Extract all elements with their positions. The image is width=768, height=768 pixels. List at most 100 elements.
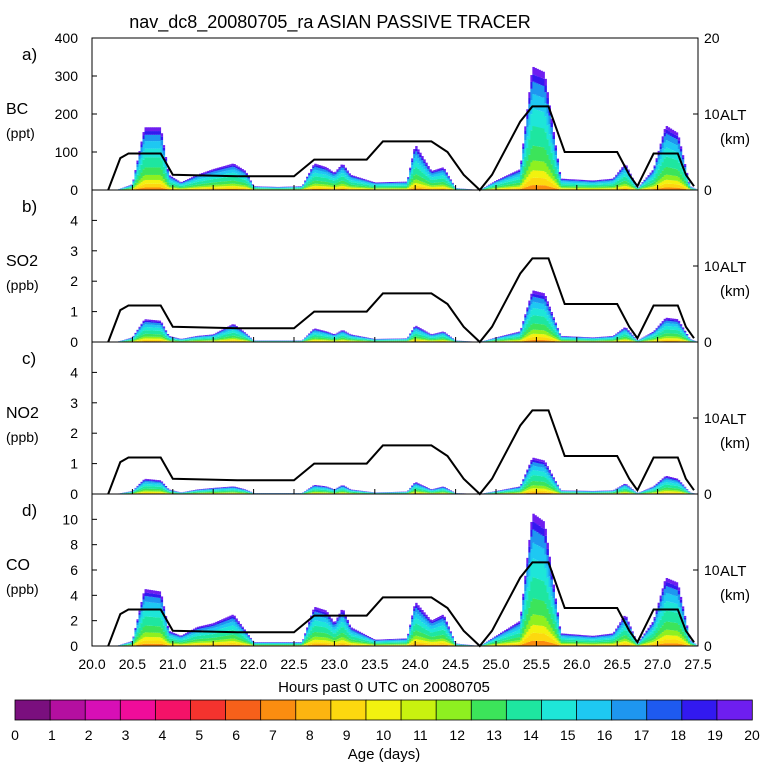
tracer-column-segment [538,69,541,78]
tracer-column-segment [334,172,337,174]
tracer-column-segment [334,183,337,186]
tracer-column-segment [514,177,517,181]
tracer-column-segment [524,183,527,188]
tracer-column-segment [215,187,218,190]
tracer-column-segment [520,170,523,175]
tracer-column-segment [328,171,331,174]
tracer-column-segment [338,335,341,337]
tracer-column-segment [152,127,156,132]
tracer-column-segment [675,184,679,188]
tracer-column-segment [338,169,341,173]
tracer-column-segment [554,185,557,189]
tracer-column-segment [312,173,315,178]
tracer-column-segment [207,183,210,186]
tracer-column-segment [152,334,156,337]
tracer-column-segment [346,339,349,341]
tracer-column-segment [304,187,307,189]
tracer-column-segment [382,184,386,186]
tracer-column-segment [324,340,327,341]
tracer-column-segment [160,331,164,336]
tracer-column-segment [332,176,335,179]
tracer-column-segment [354,176,358,178]
tracer-column-segment [417,168,420,176]
tracer-column-segment [312,187,315,190]
tracer-column-segment [411,334,414,336]
tracer-column-segment [243,177,246,180]
tracer-column-segment [312,337,315,339]
tracer-column-segment [362,340,366,341]
tracer-column-segment [516,171,519,173]
tracer-column-segment [409,334,412,336]
tracer-column-segment [407,181,410,184]
tracer-column-segment [437,173,440,176]
tracer-column-segment [407,187,410,189]
tracer-column-segment [160,145,164,153]
tracer-column-segment [419,170,422,177]
tracer-column-segment [306,178,309,180]
tracer-column-segment [134,179,137,183]
tracer-column-segment [544,149,547,164]
tracer-column-segment [241,340,244,341]
tracer-column-segment [152,187,156,190]
tracer-column-segment [164,331,168,333]
tracer-column-segment [419,328,422,329]
tracer-column-segment [199,173,202,175]
tracer-column-segment [504,185,507,187]
tracer-column-segment [520,188,523,190]
tracer-column-segment [370,183,374,185]
tracer-column-segment [170,187,174,189]
tracer-column-segment [346,332,349,334]
tracer-column-segment [237,181,240,185]
tracer-column-segment [213,187,216,190]
tracer-column-segment [245,185,248,188]
tracer-column-segment [493,182,497,184]
tracer-column-segment [140,178,143,183]
tracer-column-segment [134,333,137,335]
tracer-column-segment [560,182,564,185]
tracer-column-segment [489,184,493,186]
tracer-column-segment [443,179,446,183]
tracer-column-segment [451,185,454,187]
tracer-column-segment [441,332,444,334]
tracer-column-segment [338,186,341,188]
tracer-column-segment [528,180,531,187]
tracer-column-segment [203,340,206,341]
tracer-column-segment [384,340,388,341]
tracer-column-segment [520,179,523,183]
tracer-column-segment [599,182,602,184]
tracer-column-segment [350,336,353,338]
tracer-column-segment [417,188,420,190]
tracer-column-segment [576,179,580,181]
tracer-column-segment [207,186,210,189]
tracer-column-segment [239,335,242,338]
tracer-column-segment [498,186,501,188]
tracer-column-segment [207,188,210,190]
tracer-column-segment [417,158,420,164]
tracer-column-segment [247,340,250,341]
tracer-column-segment [308,181,311,184]
tracer-column-segment [564,186,568,188]
tracer-column-segment [152,320,156,322]
tracer-column-segment [219,187,222,190]
tracer-column-segment [518,186,521,188]
tracer-column-segment [213,168,216,171]
tracer-column-segment [233,337,236,340]
tracer-column-segment [211,169,214,171]
tracer-column-segment [146,127,149,132]
tracer-column-segment [615,175,618,177]
tracer-column-segment [352,176,355,178]
tracer-column-segment [542,147,545,162]
tracer-column-segment [437,170,440,172]
tracer-column-segment [372,340,376,341]
tracer-column-segment [502,177,505,179]
tracer-column-segment [548,176,551,182]
tracer-column-segment [195,178,198,181]
tracer-column-segment [225,166,228,169]
tracer-column-segment [568,181,572,183]
tracer-column-segment [411,340,414,341]
tracer-column-segment [320,340,323,342]
tracer-column-segment [156,167,160,175]
tracer-column-segment [558,178,562,181]
tracer-column-segment [330,188,333,190]
tracer-column-segment [245,176,248,179]
